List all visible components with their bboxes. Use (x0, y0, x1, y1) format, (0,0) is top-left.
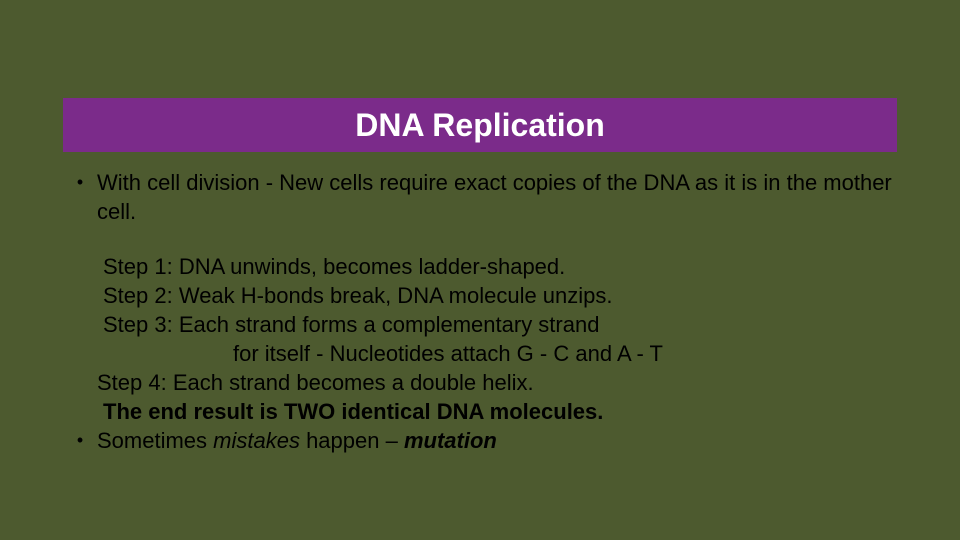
step-1: Step 1: DNA unwinds, becomes ladder-shap… (103, 252, 897, 281)
intro-text: With cell division - New cells require e… (97, 168, 897, 226)
closing-mutation: mutation (404, 428, 497, 453)
closing-mistakes: mistakes (213, 428, 300, 453)
step-4: Step 4: Each strand becomes a double hel… (97, 368, 897, 397)
bullet-icon: • (63, 426, 97, 455)
closing-middle: happen – (300, 428, 404, 453)
result-line: The end result is TWO identical DNA mole… (103, 397, 897, 426)
step-3-line1: Step 3: Each strand forms a complementar… (103, 310, 897, 339)
closing-text: Sometimes mistakes happen – mutation (97, 426, 897, 455)
slide-title: DNA Replication (355, 107, 605, 144)
closing-prefix: Sometimes (97, 428, 213, 453)
intro-bullet: • With cell division - New cells require… (63, 168, 897, 226)
step-3-line2: for itself - Nucleotides attach G - C an… (103, 339, 897, 368)
step-2: Step 2: Weak H-bonds break, DNA molecule… (103, 281, 897, 310)
closing-bullet: • Sometimes mistakes happen – mutation (63, 426, 897, 455)
bullet-icon: • (63, 168, 97, 197)
title-bar: DNA Replication (63, 98, 897, 152)
content-area: • With cell division - New cells require… (63, 168, 897, 459)
steps-block: Step 1: DNA unwinds, becomes ladder-shap… (63, 252, 897, 426)
